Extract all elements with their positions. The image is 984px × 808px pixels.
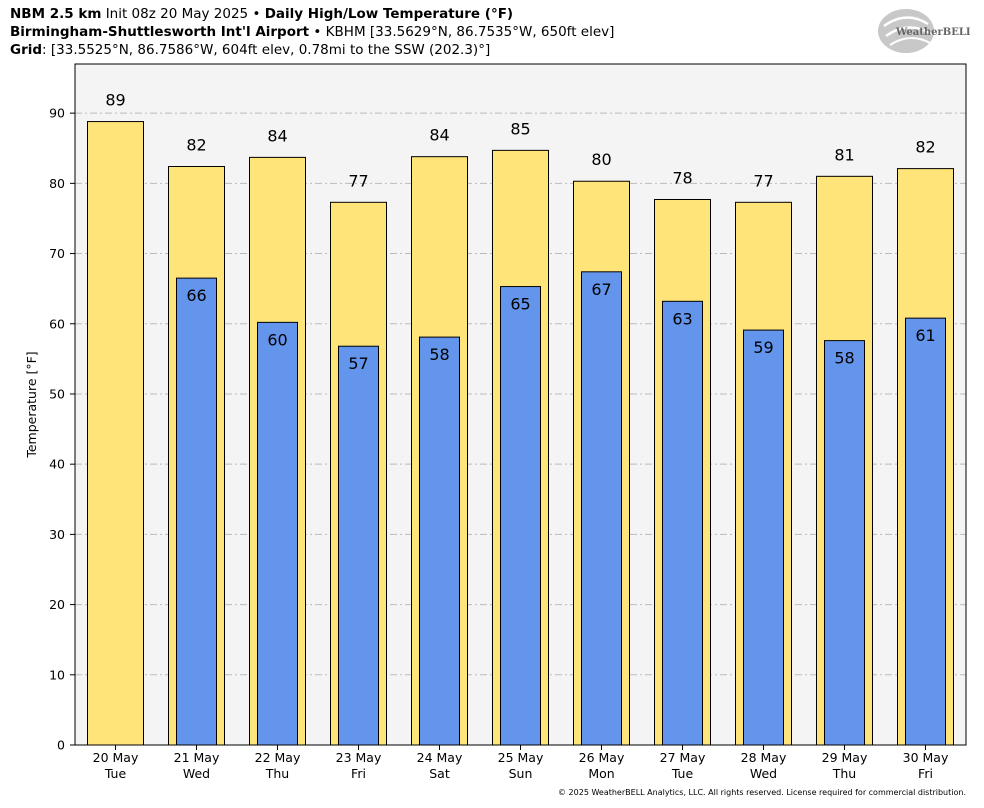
low-temp-label: 58 — [429, 345, 449, 364]
x-tick-day-label: Thu — [265, 766, 289, 781]
x-tick-date-label: 25 May — [498, 750, 544, 765]
low-temp-label: 59 — [753, 338, 773, 357]
station-name: Birmingham-Shuttlesworth Int'l Airport — [10, 24, 310, 40]
high-temp-label: 77 — [753, 171, 773, 190]
high-temp-label: 80 — [591, 150, 611, 169]
model-name: NBM 2.5 km — [10, 6, 102, 22]
x-tick-day-label: Sat — [429, 766, 450, 781]
x-tick-day-label: Tue — [104, 766, 127, 781]
low-temp-bar — [743, 329, 784, 746]
x-tick-day-label: Wed — [183, 766, 210, 781]
high-temp-label: 82 — [915, 138, 935, 157]
weatherbell-logo: WeatherBELL — [878, 9, 970, 53]
low-temp-bar — [581, 271, 622, 746]
x-tick-day-label: Wed — [750, 766, 777, 781]
y-tick-label: 60 — [49, 316, 65, 331]
high-temp-label: 82 — [186, 136, 206, 155]
x-tick-date-label: 20 May — [93, 750, 139, 765]
y-tick-label: 10 — [49, 667, 65, 682]
y-tick-label: 70 — [49, 246, 65, 261]
x-tick-day-label: Tue — [671, 766, 694, 781]
x-tick-day-label: Thu — [832, 766, 856, 781]
y-axis-label: Temperature [°F] — [24, 351, 39, 458]
low-temp-label: 58 — [834, 349, 854, 368]
plot-frame — [74, 63, 967, 746]
low-temp-label: 66 — [186, 286, 206, 305]
y-tick-label: 50 — [49, 386, 65, 401]
low-temp-label: 63 — [672, 309, 692, 328]
x-tick-day-label: Fri — [351, 766, 366, 781]
y-tick-label: 80 — [49, 176, 65, 191]
y-tick-label: 40 — [49, 457, 65, 472]
x-tick-date-label: 22 May — [255, 750, 301, 765]
bullet: • — [313, 24, 322, 40]
logo-text: WeatherBELL — [895, 27, 970, 38]
high-temp-label: 84 — [429, 126, 449, 145]
high-temp-label: 85 — [510, 119, 530, 138]
x-tick-day-label: Fri — [918, 766, 933, 781]
grid-label: Grid — [10, 42, 43, 58]
low-temp-bar — [338, 345, 379, 746]
high-temp-label: 84 — [267, 126, 287, 145]
low-temp-bar — [662, 300, 703, 746]
low-temp-bar — [176, 277, 217, 746]
low-temp-label: 60 — [267, 330, 287, 349]
y-tick-label: 0 — [57, 738, 65, 753]
high-temp-label: 78 — [672, 168, 692, 187]
copyright-notice: © 2025 WeatherBELL Analytics, LLC. All r… — [558, 788, 966, 797]
x-tick-date-label: 29 May — [822, 750, 868, 765]
grid-info: : [33.5525°N, 86.7586°W, 604ft elev, 0.7… — [42, 42, 491, 58]
low-temp-bar — [419, 336, 460, 746]
low-temp-label: 65 — [510, 295, 530, 314]
low-temp-bar — [500, 286, 541, 746]
x-tick-date-label: 23 May — [336, 750, 382, 765]
x-tick-date-label: 26 May — [579, 750, 625, 765]
x-tick-date-label: 27 May — [660, 750, 706, 765]
low-temp-label: 61 — [915, 326, 935, 345]
header-line-3: Grid: [33.5525°N, 86.7586°W, 604ft elev,… — [10, 42, 490, 59]
low-temp-bar — [824, 340, 865, 746]
product-title: Daily High/Low Temperature (°F) — [264, 6, 514, 22]
low-temp-bar — [257, 321, 298, 746]
y-tick-label: 90 — [49, 106, 65, 121]
init-time: Init 08z 20 May 2025 — [105, 6, 249, 22]
y-tick-label: 20 — [49, 597, 65, 612]
x-tick-date-label: 30 May — [903, 750, 949, 765]
low-temp-bar — [905, 317, 946, 746]
x-tick-day-label: Mon — [588, 766, 614, 781]
high-temp-label: 77 — [348, 171, 368, 190]
high-temp-bar — [87, 121, 144, 746]
header-line-2: Birmingham-Shuttlesworth Int'l Airport •… — [10, 24, 614, 41]
x-tick-date-label: 28 May — [741, 750, 787, 765]
low-temp-label: 57 — [348, 354, 368, 373]
y-tick-label: 30 — [49, 527, 65, 542]
x-tick-day-label: Sun — [509, 766, 533, 781]
high-temp-label: 89 — [105, 91, 125, 110]
x-tick-date-label: 24 May — [417, 750, 463, 765]
high-temp-label: 81 — [834, 145, 854, 164]
station-info: KBHM [33.5629°N, 86.7535°W, 650ft elev] — [325, 24, 615, 40]
low-temp-label: 67 — [591, 280, 611, 299]
bullet: • — [252, 6, 261, 22]
header-line-1: NBM 2.5 km Init 08z 20 May 2025 • Daily … — [10, 6, 513, 23]
x-tick-date-label: 21 May — [174, 750, 220, 765]
